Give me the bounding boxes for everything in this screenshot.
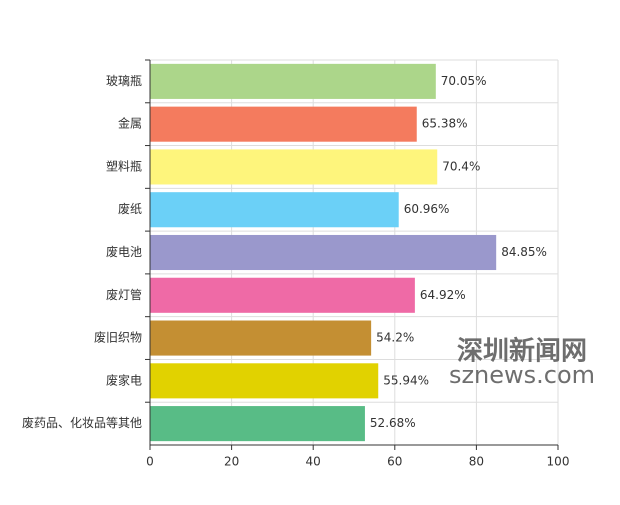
y-tick-label: 废家电 [106, 372, 142, 387]
bar [150, 192, 399, 228]
value-label: 54.2% [376, 331, 414, 345]
y-tick-label: 废纸 [118, 201, 142, 216]
bar [150, 406, 365, 442]
x-tick-label: 0 [146, 455, 154, 469]
x-tick-label: 60 [387, 455, 402, 469]
value-label: 60.96% [404, 202, 450, 216]
y-tick-label: 废药品、化妆品等其他 [22, 415, 142, 430]
watermark: 深圳新闻网 [457, 336, 587, 367]
bar [150, 320, 372, 356]
value-label: 84.85% [501, 245, 547, 259]
value-label: 70.05% [441, 74, 487, 88]
x-tick-label: 100 [547, 455, 570, 469]
bar [150, 363, 379, 399]
x-tick-label: 80 [469, 455, 484, 469]
y-tick-label: 废旧织物 [94, 330, 142, 345]
y-tick-label: 金属 [118, 116, 142, 131]
y-tick-label: 废电池 [106, 244, 142, 259]
y-tick-label: 塑料瓶 [106, 158, 142, 173]
value-label: 64.92% [420, 288, 466, 302]
x-tick-label: 20 [224, 455, 239, 469]
x-tick-label: 40 [306, 455, 321, 469]
value-label: 52.68% [370, 416, 416, 430]
bar [150, 149, 438, 185]
watermark: sznews.com [449, 361, 595, 389]
bar [150, 106, 417, 142]
value-label: 55.94% [383, 373, 429, 387]
y-tick-label: 废灯管 [106, 287, 142, 302]
bar [150, 63, 436, 99]
y-tick-label: 玻璃瓶 [106, 74, 142, 88]
value-label: 70.4% [442, 159, 480, 173]
bar [150, 234, 497, 271]
bar [150, 277, 415, 313]
value-label: 65.38% [422, 117, 468, 131]
